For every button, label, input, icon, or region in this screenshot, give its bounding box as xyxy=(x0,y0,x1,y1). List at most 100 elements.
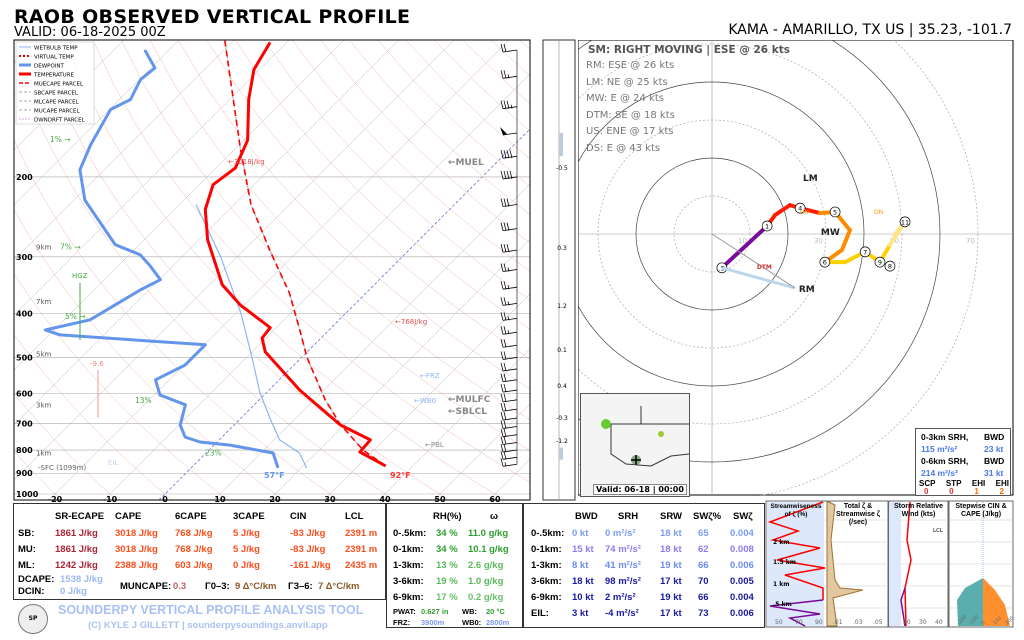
barb-staff xyxy=(502,426,518,429)
dry-adiabat xyxy=(92,40,530,483)
legend-entry: DWNDRFT PARCEL xyxy=(34,118,86,124)
rh-value: 34 % xyxy=(436,544,458,555)
thermo-header: SR-ECAPE xyxy=(55,511,105,522)
hodo-segment xyxy=(719,224,770,270)
dewpoint-line xyxy=(43,49,280,469)
annotation-sfc: -SFC (1099m) xyxy=(38,464,86,472)
omega-label: 0.1 xyxy=(557,347,567,354)
omega-label: 1.2 xyxy=(557,303,567,310)
lapse-36-value: 7 Δ°C/km xyxy=(318,581,360,592)
kinematics-header: SWζ xyxy=(733,511,753,522)
dry-adiabat xyxy=(14,393,118,500)
barb-staff xyxy=(502,389,518,393)
kinematics-value: 19 kt xyxy=(660,560,682,571)
lapse-03-label: Γ0–3: xyxy=(205,581,230,592)
barb-feather xyxy=(500,244,504,253)
kinematics-row-label: 0-.5km: xyxy=(531,528,565,539)
radar-echo xyxy=(658,431,664,437)
isotherm xyxy=(14,40,234,261)
kinematics-value: 0.006 xyxy=(730,608,754,619)
kinematics-value: 10 kt xyxy=(572,592,594,603)
barb-feather xyxy=(500,436,504,445)
thermo-row-label: SB: xyxy=(18,528,35,539)
height-label: 7km xyxy=(36,298,52,306)
kinematics-value: 2 m²/s² xyxy=(605,592,636,603)
isotherm xyxy=(14,40,289,316)
dry-adiabat xyxy=(14,334,173,500)
hodo-ring xyxy=(597,119,827,349)
moist-row-label: 0-.5km: xyxy=(393,528,427,539)
hodo-un-label: UN xyxy=(800,209,809,216)
omega-label: 0.3 xyxy=(557,245,567,252)
thermo-value: -83 J/kg xyxy=(290,544,326,555)
hodo-height-marker xyxy=(794,202,806,214)
temperature-tick-label: 40 xyxy=(379,495,391,504)
legend-entry: TEMPERATURE xyxy=(33,73,75,79)
barb-staff xyxy=(502,106,518,110)
kinematics-value: 65 xyxy=(698,528,709,539)
thermo-value: -83 J/kg xyxy=(290,528,326,539)
barb-feather xyxy=(503,43,507,53)
mini-tick: 70 xyxy=(795,619,803,626)
station-info: KAMA - AMARILLO, TX US | 35.23, -101.7 xyxy=(728,22,1012,38)
kinematics-value: 0.008 xyxy=(730,544,754,555)
kinematics-header: BWD xyxy=(575,511,598,522)
wb-label: WB: xyxy=(462,607,477,616)
bwd-06-value: 31 kt xyxy=(984,468,1004,478)
wind-barb xyxy=(500,244,518,253)
hodo-height-marker xyxy=(874,256,886,268)
radar-echo xyxy=(601,419,611,429)
barb-staff xyxy=(502,368,518,372)
wind-barb xyxy=(500,222,518,232)
mini-tick: 30 xyxy=(919,619,927,626)
hodo-height-marker xyxy=(819,256,831,268)
barb-half xyxy=(507,301,510,306)
composite-values: 0 0 1 2 xyxy=(924,487,1004,496)
hodo-segment xyxy=(839,228,852,252)
kinematics-value: 41 m²/s² xyxy=(605,560,641,571)
barb-feather xyxy=(506,244,510,253)
barb-staff xyxy=(502,286,518,290)
ehi1-label: EHI xyxy=(971,479,986,488)
isotherm xyxy=(433,403,530,500)
barb-staff xyxy=(502,75,518,79)
mini-tick: .03 xyxy=(853,619,863,626)
pwat-label: PWAT: xyxy=(393,607,416,616)
kinematics-value: 0 kt xyxy=(572,528,589,539)
legend-entry: VIRTUAL TEMP xyxy=(34,55,74,61)
kinematics-value: 3 kt xyxy=(572,608,589,619)
barb-feather xyxy=(509,170,513,180)
storm-motion-line: US: ENE @ 17 kts xyxy=(586,126,674,137)
footer-title: SOUNDERPY VERTICAL PROFILE ANALYSIS TOOL xyxy=(58,603,364,617)
rh-label: 5% → xyxy=(65,312,86,321)
barb-feather xyxy=(500,170,504,180)
mixing-ratio-value: 10.1 g/kg xyxy=(468,544,509,555)
barb-feather xyxy=(503,428,507,437)
kinematics-row-label: 1-3km: xyxy=(531,560,562,571)
height-label: 3km xyxy=(36,402,52,410)
barb-feather xyxy=(500,43,504,53)
kinematics-header: SWζ% xyxy=(693,511,722,522)
barb-feather xyxy=(500,222,504,231)
barb-feather xyxy=(503,297,507,306)
annotation-muel: ←MUEL xyxy=(448,158,484,168)
thermo-value: 1861 J/kg xyxy=(55,544,98,555)
isotherm xyxy=(48,40,509,500)
barb-staff xyxy=(502,449,518,453)
mini-tick: .05 xyxy=(873,619,883,626)
barb-staff xyxy=(502,344,518,348)
thermo-row-label: MU: xyxy=(18,544,36,555)
isotherm xyxy=(14,40,179,206)
thermo-value: 0 J/kg xyxy=(233,560,260,571)
pressure-tick-label: 300 xyxy=(16,253,33,262)
wind-barb xyxy=(500,339,518,348)
legend: WETBULB TEMP VIRTUAL TEMP DEWPOINT TEMPERAT… xyxy=(15,41,95,125)
thermo-value: 5 J/kg xyxy=(233,544,260,555)
mini-tick: 200 xyxy=(1004,615,1015,626)
barb-staff xyxy=(502,204,518,207)
wind-barb xyxy=(500,458,518,467)
wetbulb-line xyxy=(195,204,308,469)
rh-value: 34 % xyxy=(436,528,458,539)
wind-barb xyxy=(500,383,518,393)
barb-feather xyxy=(509,150,513,159)
